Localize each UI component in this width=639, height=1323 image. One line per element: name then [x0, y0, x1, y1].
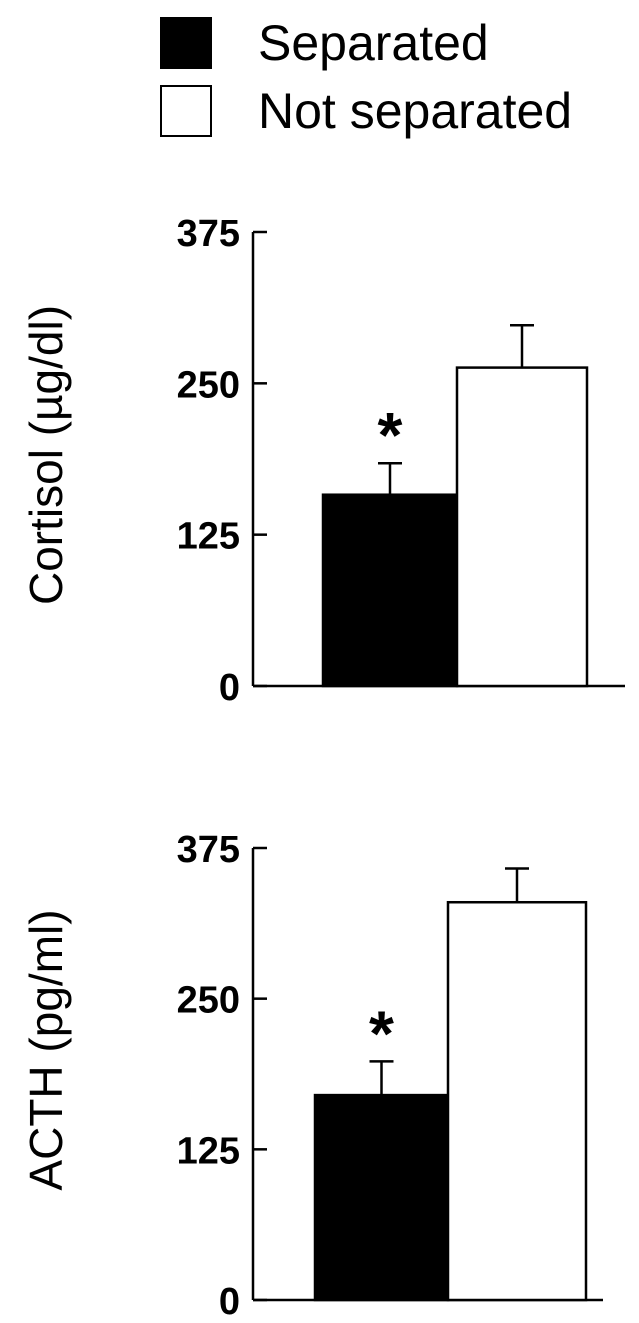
legend-swatch-separated — [160, 17, 212, 69]
significance-marker: * — [378, 399, 403, 471]
y-tick-label: 375 — [177, 829, 240, 871]
acth-chart: ACTH (pg/ml) 0 125 250 375 * — [20, 829, 603, 1323]
legend-label-separated: Separated — [258, 15, 489, 71]
y-axis-label: ACTH (pg/ml) — [20, 909, 72, 1190]
y-axis-label: Cortisol (µg/dl) — [20, 305, 72, 605]
bar-not-separated — [455, 366, 589, 688]
y-tick-label: 250 — [177, 980, 240, 1022]
cortisol-chart: Cortisol (µg/dl) 0 125 250 375 * — [20, 213, 625, 709]
bar-not-separated — [446, 900, 588, 1302]
legend-swatch-not-separated — [160, 85, 212, 137]
legend-label-not-separated: Not separated — [258, 83, 572, 139]
y-tick-label: 125 — [177, 1130, 240, 1172]
legend: Separated Not separated — [160, 15, 572, 139]
y-tick-label: 375 — [177, 213, 240, 255]
y-tick-label: 0 — [219, 1281, 240, 1323]
y-tick-label: 250 — [177, 364, 240, 406]
significance-marker: * — [369, 997, 394, 1069]
bar-separated — [321, 493, 459, 688]
y-tick-label: 125 — [177, 516, 240, 558]
bar-separated — [313, 1093, 450, 1302]
y-tick-label: 0 — [219, 667, 240, 709]
